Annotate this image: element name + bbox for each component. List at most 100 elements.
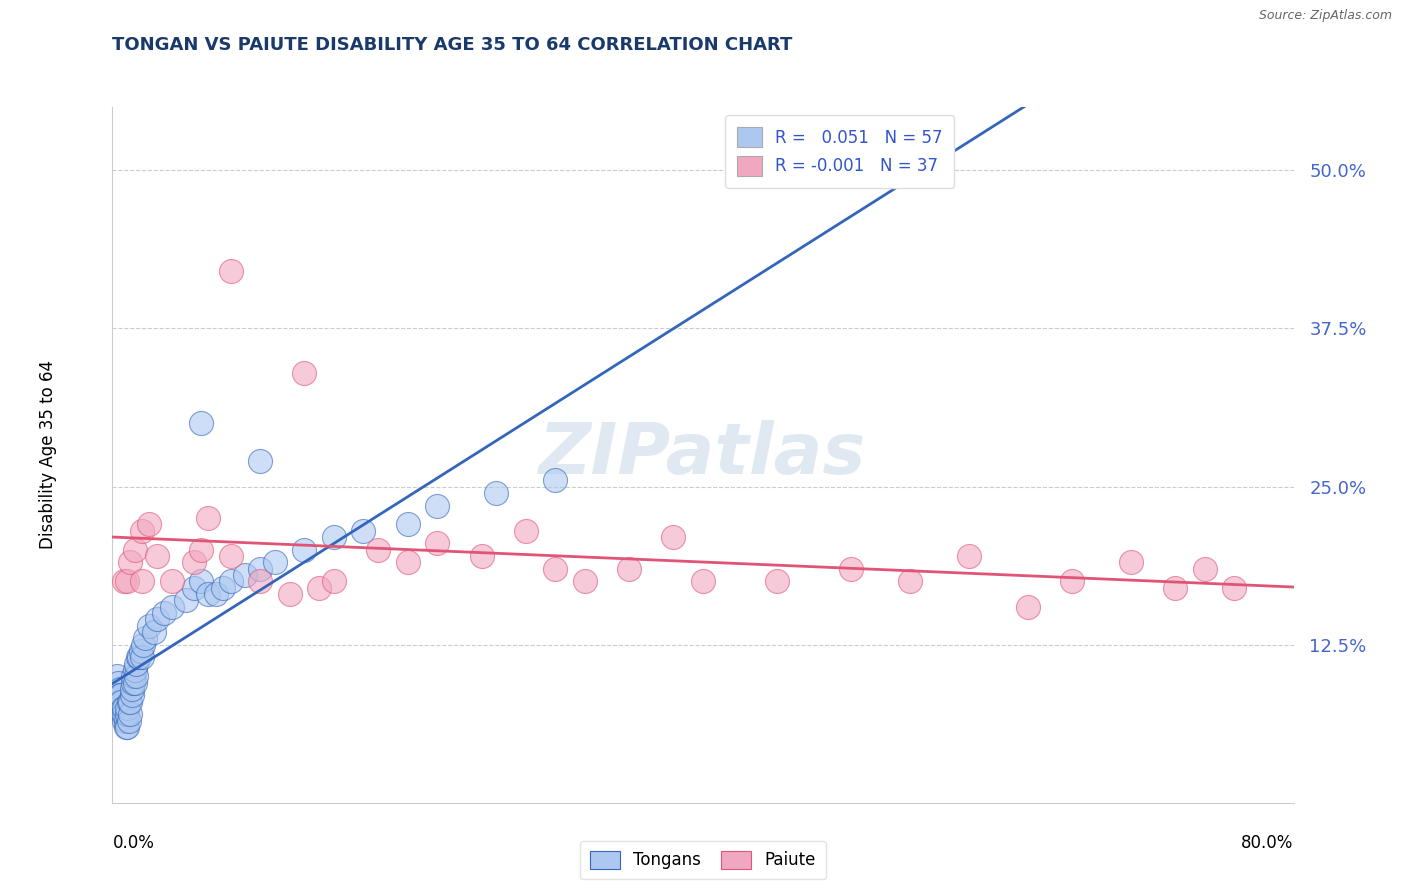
Point xyxy=(367,542,389,557)
Point xyxy=(1017,599,1039,614)
Point xyxy=(146,549,169,563)
Point xyxy=(160,599,183,614)
Text: Source: ZipAtlas.com: Source: ZipAtlas.com xyxy=(1258,9,1392,22)
Point xyxy=(107,675,129,690)
Point xyxy=(574,574,596,589)
Point xyxy=(110,688,132,702)
Point xyxy=(114,714,136,728)
Point xyxy=(839,562,862,576)
Point xyxy=(124,663,146,677)
Point xyxy=(112,701,135,715)
Point xyxy=(219,549,242,563)
Point xyxy=(124,675,146,690)
Legend: Tongans, Paiute: Tongans, Paiute xyxy=(581,840,825,880)
Point xyxy=(205,587,228,601)
Text: 0.0%: 0.0% xyxy=(112,834,155,852)
Point xyxy=(249,574,271,589)
Point xyxy=(219,574,242,589)
Point xyxy=(396,517,419,532)
Point xyxy=(1194,562,1216,576)
Legend: R =   0.051   N = 57, R = -0.001   N = 37: R = 0.051 N = 57, R = -0.001 N = 37 xyxy=(725,115,955,187)
Point xyxy=(129,644,152,658)
Point xyxy=(308,581,330,595)
Text: TONGAN VS PAIUTE DISABILITY AGE 35 TO 64 CORRELATION CHART: TONGAN VS PAIUTE DISABILITY AGE 35 TO 64… xyxy=(112,36,793,54)
Point xyxy=(108,688,131,702)
Point xyxy=(134,632,156,646)
Point xyxy=(121,688,143,702)
Point xyxy=(160,574,183,589)
Point xyxy=(190,542,212,557)
Point xyxy=(1164,581,1187,595)
Point xyxy=(1223,581,1246,595)
Point xyxy=(120,707,142,722)
Point xyxy=(122,669,145,683)
Point xyxy=(111,701,134,715)
Point xyxy=(1062,574,1084,589)
Point xyxy=(122,675,145,690)
Point xyxy=(174,593,197,607)
Point xyxy=(112,714,135,728)
Point xyxy=(197,511,219,525)
Point xyxy=(138,618,160,632)
Point xyxy=(120,556,142,570)
Point xyxy=(127,650,149,665)
Point xyxy=(125,669,148,683)
Point xyxy=(219,264,242,278)
Point xyxy=(120,695,142,709)
Point xyxy=(183,556,205,570)
Point xyxy=(138,517,160,532)
Point xyxy=(619,562,641,576)
Point xyxy=(515,524,537,538)
Point xyxy=(125,657,148,671)
Point xyxy=(485,486,508,500)
Point xyxy=(131,524,153,538)
Point xyxy=(957,549,980,563)
Point xyxy=(128,650,150,665)
Point xyxy=(470,549,494,563)
Point xyxy=(118,714,141,728)
Point xyxy=(108,681,131,696)
Point xyxy=(544,562,567,576)
Point xyxy=(117,720,138,734)
Point xyxy=(146,612,169,626)
Point xyxy=(124,542,146,557)
Point xyxy=(898,574,921,589)
Point xyxy=(183,581,205,595)
Point xyxy=(111,707,134,722)
Point xyxy=(426,536,449,550)
Point xyxy=(396,556,419,570)
Point xyxy=(426,499,449,513)
Point xyxy=(662,530,685,544)
Point xyxy=(190,574,212,589)
Point xyxy=(131,574,153,589)
Point xyxy=(323,530,346,544)
Point xyxy=(544,473,567,487)
Point xyxy=(249,454,271,468)
Point xyxy=(249,562,271,576)
Point xyxy=(692,574,714,589)
Point xyxy=(766,574,789,589)
Point xyxy=(142,625,165,640)
Point xyxy=(112,707,135,722)
Point xyxy=(121,681,143,696)
Point xyxy=(108,695,131,709)
Point xyxy=(292,366,315,380)
Point xyxy=(1119,556,1142,570)
Text: 80.0%: 80.0% xyxy=(1241,834,1294,852)
Point xyxy=(110,695,132,709)
Point xyxy=(117,701,138,715)
Point xyxy=(117,574,138,589)
Point xyxy=(292,542,315,557)
Point xyxy=(278,587,301,601)
Point xyxy=(105,669,128,683)
Y-axis label: Disability Age 35 to 64: Disability Age 35 to 64 xyxy=(39,360,56,549)
Point xyxy=(264,556,287,570)
Point xyxy=(352,524,374,538)
Point xyxy=(132,638,155,652)
Point xyxy=(190,417,212,431)
Point xyxy=(131,650,153,665)
Point xyxy=(114,720,136,734)
Text: ZIPatlas: ZIPatlas xyxy=(540,420,866,490)
Point xyxy=(118,695,141,709)
Point xyxy=(153,606,176,620)
